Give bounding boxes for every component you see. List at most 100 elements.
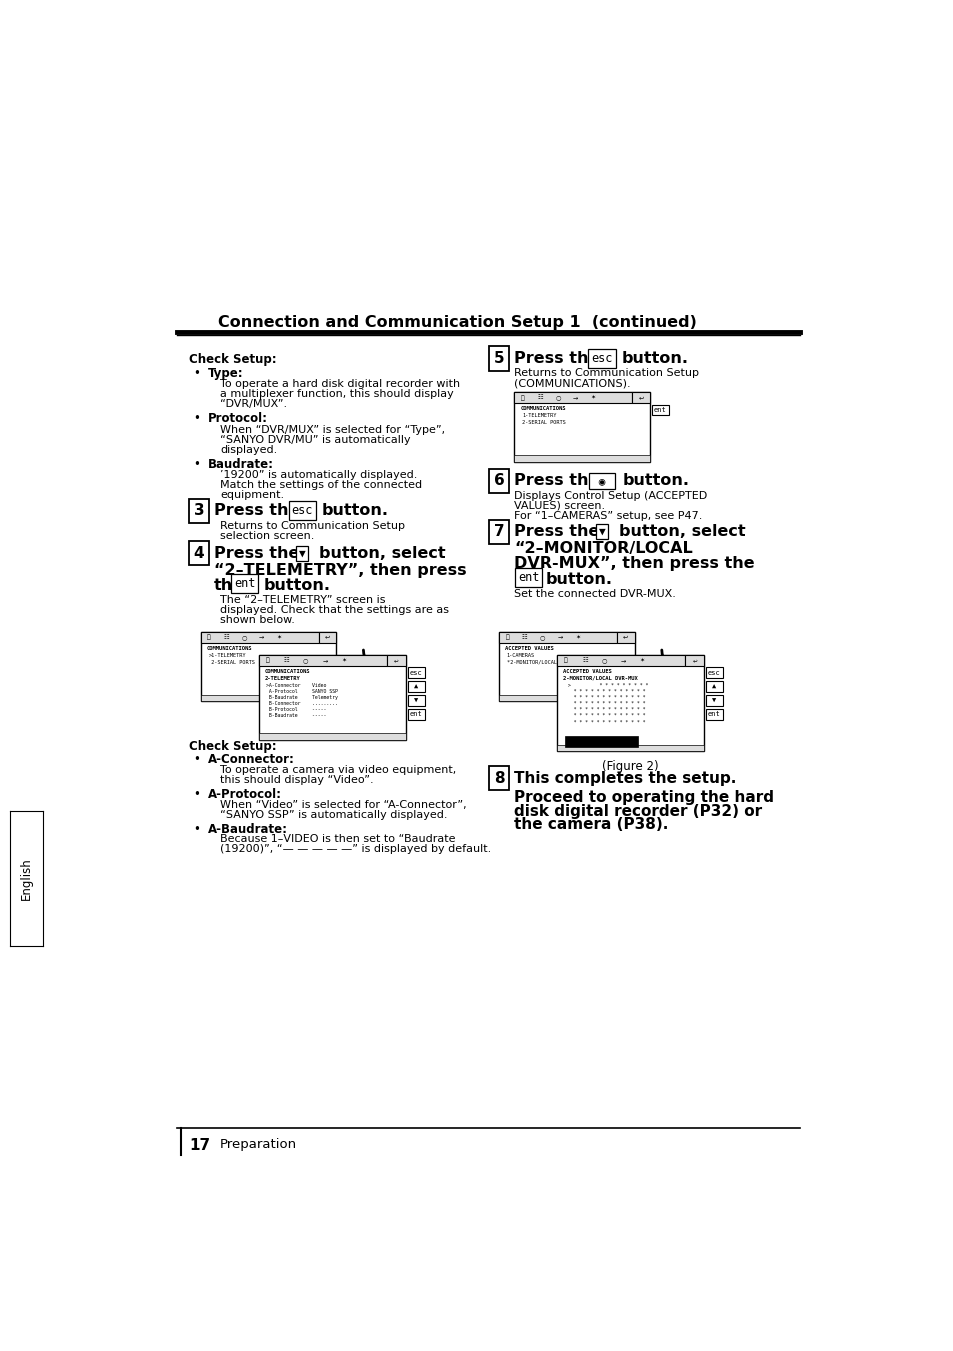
Text: 5: 5 <box>493 351 504 366</box>
Text: •: • <box>193 823 199 836</box>
Text: DVR-MUX”, then press the: DVR-MUX”, then press the <box>514 557 755 571</box>
Text: 7: 7 <box>493 524 504 539</box>
Text: Displays Control Setup (ACCEPTED: Displays Control Setup (ACCEPTED <box>514 490 707 501</box>
Text: * * * * * * * * * * * * *: * * * * * * * * * * * * * <box>564 720 644 724</box>
Text: * * * * * * * * * * * * *: * * * * * * * * * * * * * <box>564 694 644 700</box>
Text: “SANYO DVR/MU” is automatically: “SANYO DVR/MU” is automatically <box>220 435 410 444</box>
Text: When “DVR/MUX” is selected for “Type”,: When “DVR/MUX” is selected for “Type”, <box>220 424 445 435</box>
Text: 2-MONITOR/LOCAL DVR-MUX: 2-MONITOR/LOCAL DVR-MUX <box>562 676 638 681</box>
Text: A-Baudrate:: A-Baudrate: <box>208 823 288 836</box>
Text: ○: ○ <box>600 658 606 663</box>
Text: button.: button. <box>263 578 330 593</box>
Text: ○: ○ <box>241 635 247 640</box>
Text: displayed.: displayed. <box>220 444 277 455</box>
Text: esc: esc <box>591 353 612 365</box>
Text: * * * * * * * * * * * * *: * * * * * * * * * * * * * <box>564 701 644 707</box>
Text: ↩: ↩ <box>622 635 628 640</box>
Text: ○: ○ <box>303 658 309 663</box>
Bar <box>498 632 634 701</box>
Text: button.: button. <box>622 473 689 489</box>
Text: Baudrate:: Baudrate: <box>208 458 274 470</box>
Text: ✶: ✶ <box>590 396 596 400</box>
Bar <box>564 736 638 747</box>
Text: •: • <box>193 412 199 426</box>
Text: COMMUNICATIONS: COMMUNICATIONS <box>520 407 566 411</box>
Text: “2–TELEMETRY”, then press: “2–TELEMETRY”, then press <box>213 562 466 577</box>
Text: VALUES) screen.: VALUES) screen. <box>514 501 605 511</box>
Text: ○: ○ <box>539 635 544 640</box>
Text: A-Protocol:: A-Protocol: <box>208 788 282 801</box>
Text: >A-Connector    Video: >A-Connector Video <box>266 682 327 688</box>
Text: >          * * * * * * * * *: > * * * * * * * * * <box>564 682 648 688</box>
Text: →: → <box>620 658 625 663</box>
Bar <box>407 681 424 692</box>
Text: •: • <box>193 754 199 766</box>
Text: shown below.: shown below. <box>220 615 294 626</box>
Bar <box>407 667 424 678</box>
Text: ⬛: ⬛ <box>505 635 509 640</box>
Text: equipment.: equipment. <box>220 490 284 500</box>
Text: To operate a hard disk digital recorder with: To operate a hard disk digital recorder … <box>220 380 459 389</box>
Text: esc: esc <box>409 670 422 676</box>
Text: ▼: ▼ <box>298 549 305 558</box>
Text: ent: ent <box>517 570 538 584</box>
Text: (19200)”, “— — — — —” is displayed by default.: (19200)”, “— — — — —” is displayed by de… <box>220 844 491 854</box>
Text: 2-TELEMETRY: 2-TELEMETRY <box>265 676 300 681</box>
Text: ACCEPTED VALUES: ACCEPTED VALUES <box>505 646 554 651</box>
Text: Press the: Press the <box>213 504 299 519</box>
Text: →: → <box>259 635 264 640</box>
Text: 3: 3 <box>193 504 204 519</box>
Text: ✶: ✶ <box>341 658 347 663</box>
Text: Check Setup:: Check Setup: <box>189 353 276 366</box>
Text: esc: esc <box>292 504 313 517</box>
Text: a multiplexer function, this should display: a multiplexer function, this should disp… <box>220 389 454 400</box>
Text: 17: 17 <box>189 1139 210 1154</box>
Text: 2-SERIAL PORTS: 2-SERIAL PORTS <box>521 420 565 426</box>
Bar <box>407 709 424 720</box>
Bar <box>258 734 406 739</box>
Text: button.: button. <box>620 351 688 366</box>
Text: 1-CAMERAS: 1-CAMERAS <box>506 653 535 658</box>
Text: button.: button. <box>545 571 612 586</box>
Bar <box>557 655 703 751</box>
Text: ↩: ↩ <box>638 396 643 400</box>
Bar <box>617 632 634 643</box>
Text: When “Video” is selected for “A-Connector”,: When “Video” is selected for “A-Connecto… <box>220 800 466 809</box>
Text: →: → <box>557 635 562 640</box>
Text: A-Connector:: A-Connector: <box>208 754 294 766</box>
Text: ↩: ↩ <box>324 635 330 640</box>
Text: B-Connector    .........: B-Connector ......... <box>266 701 338 707</box>
Text: ☷: ☷ <box>581 658 587 663</box>
Text: •: • <box>193 788 199 801</box>
Text: ◉: ◉ <box>591 476 612 486</box>
Text: Type:: Type: <box>208 367 244 380</box>
Text: ↩: ↩ <box>692 658 697 663</box>
Text: ○: ○ <box>555 396 560 400</box>
Text: ⬛: ⬛ <box>207 635 211 640</box>
Text: Press the: Press the <box>514 351 599 366</box>
Text: This completes the setup.: This completes the setup. <box>514 770 736 786</box>
Text: ✶: ✶ <box>276 635 282 640</box>
Bar <box>258 655 406 739</box>
Text: Check Setup:: Check Setup: <box>189 739 276 753</box>
Bar <box>514 455 649 462</box>
Text: Preparation: Preparation <box>220 1139 296 1151</box>
Text: COMMUNICATIONS: COMMUNICATIONS <box>265 669 310 674</box>
Bar <box>514 392 632 403</box>
Text: ▼: ▼ <box>414 697 417 704</box>
Text: ☷: ☷ <box>223 635 229 640</box>
Text: Returns to Communication Setup: Returns to Communication Setup <box>220 521 405 531</box>
Bar <box>200 632 335 701</box>
Text: selection screen.: selection screen. <box>220 531 314 540</box>
Text: (COMMUNICATIONS).: (COMMUNICATIONS). <box>514 378 631 389</box>
Bar <box>632 392 649 403</box>
Text: To operate a camera via video equipment,: To operate a camera via video equipment, <box>220 765 456 775</box>
Text: ▼: ▼ <box>598 527 605 536</box>
Text: “DVR/MUX”.: “DVR/MUX”. <box>220 400 287 409</box>
Text: Press the: Press the <box>213 546 299 561</box>
Bar <box>387 655 406 666</box>
Text: button, select: button, select <box>319 546 445 561</box>
Bar <box>498 694 634 701</box>
Text: →: → <box>573 396 578 400</box>
Text: >1-TELEMETRY: >1-TELEMETRY <box>208 653 246 658</box>
